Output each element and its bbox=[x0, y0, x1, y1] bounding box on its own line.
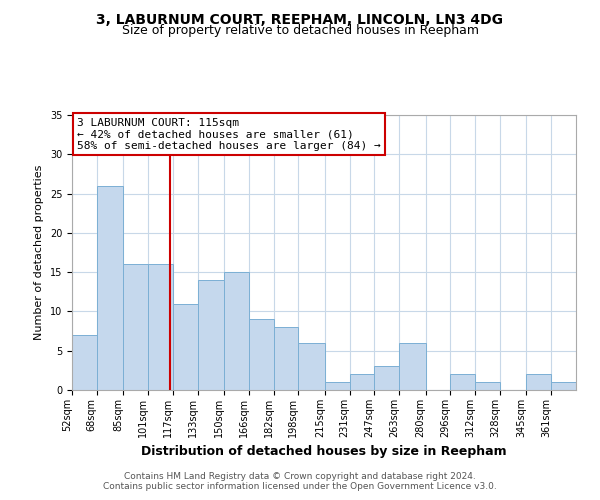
Bar bbox=[249, 320, 274, 390]
Text: Size of property relative to detached houses in Reepham: Size of property relative to detached ho… bbox=[121, 24, 479, 37]
Bar bbox=[551, 382, 576, 390]
Y-axis label: Number of detached properties: Number of detached properties bbox=[34, 165, 44, 340]
Bar bbox=[123, 264, 148, 390]
Bar bbox=[274, 327, 298, 390]
Bar bbox=[526, 374, 551, 390]
Text: 3 LABURNUM COURT: 115sqm
← 42% of detached houses are smaller (61)
58% of semi-d: 3 LABURNUM COURT: 115sqm ← 42% of detach… bbox=[77, 118, 381, 151]
Bar bbox=[451, 374, 475, 390]
Bar bbox=[475, 382, 500, 390]
Bar bbox=[399, 343, 425, 390]
Bar bbox=[325, 382, 350, 390]
Bar bbox=[224, 272, 249, 390]
Bar bbox=[374, 366, 399, 390]
Text: Contains public sector information licensed under the Open Government Licence v3: Contains public sector information licen… bbox=[103, 482, 497, 491]
Text: 3, LABURNUM COURT, REEPHAM, LINCOLN, LN3 4DG: 3, LABURNUM COURT, REEPHAM, LINCOLN, LN3… bbox=[97, 12, 503, 26]
Bar bbox=[197, 280, 224, 390]
Bar bbox=[72, 335, 97, 390]
Bar bbox=[173, 304, 197, 390]
Text: Contains HM Land Registry data © Crown copyright and database right 2024.: Contains HM Land Registry data © Crown c… bbox=[124, 472, 476, 481]
Bar bbox=[148, 264, 173, 390]
Bar bbox=[97, 186, 123, 390]
Bar bbox=[298, 343, 325, 390]
Bar bbox=[350, 374, 374, 390]
X-axis label: Distribution of detached houses by size in Reepham: Distribution of detached houses by size … bbox=[141, 446, 507, 458]
